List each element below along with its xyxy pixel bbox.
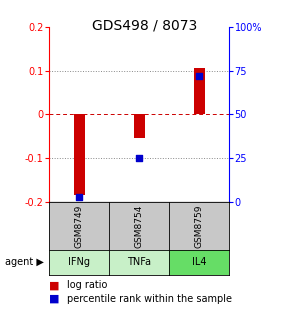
Text: IL4: IL4 [192,257,206,267]
Bar [194,69,204,114]
Bar [74,114,85,195]
Text: agent ▶: agent ▶ [5,257,44,267]
Text: IFNg: IFNg [68,257,90,267]
Text: GSM8759: GSM8759 [195,204,204,248]
Text: ■: ■ [49,280,60,290]
Text: GDS498 / 8073: GDS498 / 8073 [93,18,197,33]
Point [197,73,202,79]
Text: percentile rank within the sample: percentile rank within the sample [67,294,232,304]
Bar [134,114,145,138]
Text: GSM8749: GSM8749 [75,204,84,248]
Text: TNFa: TNFa [127,257,151,267]
Point [137,155,142,161]
Text: log ratio: log ratio [67,280,107,290]
Point [77,195,81,200]
Text: ■: ■ [49,294,60,304]
Text: GSM8754: GSM8754 [135,204,144,248]
